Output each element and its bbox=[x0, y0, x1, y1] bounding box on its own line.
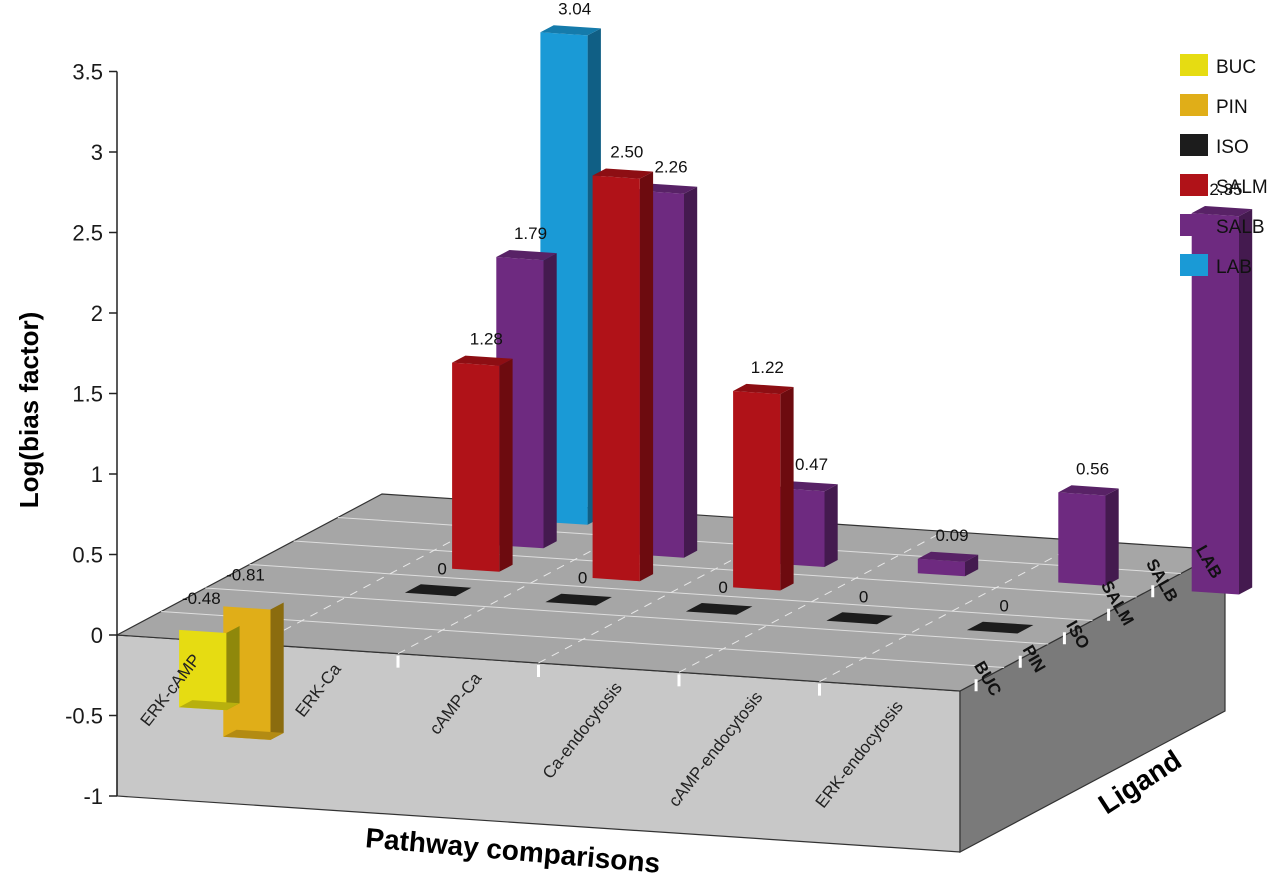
bar-front bbox=[179, 629, 227, 711]
floor-gridline-dashed bbox=[397, 512, 664, 655]
y-tick-label: 2.5 bbox=[72, 221, 103, 246]
bar-front bbox=[733, 391, 781, 591]
bar-top bbox=[1058, 485, 1119, 496]
chart-bars bbox=[179, 25, 1253, 740]
y-axis-title: Log(bias factor) bbox=[14, 312, 44, 508]
floor-gridline-dashed bbox=[819, 540, 1085, 683]
bar-side bbox=[543, 253, 557, 549]
y-tick-label: 0.5 bbox=[72, 543, 103, 568]
legend-label: SALM bbox=[1216, 177, 1268, 198]
bar-top bbox=[179, 700, 240, 711]
bar-side bbox=[1239, 209, 1253, 595]
bar-zero-marker bbox=[826, 612, 893, 625]
bar-side bbox=[226, 626, 240, 711]
y-tick-label: 3 bbox=[91, 140, 103, 165]
bar-buc bbox=[179, 626, 240, 711]
bar-iso bbox=[404, 584, 472, 597]
bar-iso bbox=[685, 603, 753, 615]
bar-side bbox=[780, 387, 794, 591]
bar-top bbox=[733, 383, 794, 395]
bar-top bbox=[1191, 206, 1253, 217]
legend-swatch bbox=[1180, 94, 1208, 116]
bar-value-label: 1.79 bbox=[514, 224, 547, 243]
bar-iso bbox=[966, 621, 1034, 634]
y-tick-label: -1 bbox=[83, 784, 103, 809]
y-tick-label: 2 bbox=[91, 301, 103, 326]
legend-swatch bbox=[1180, 254, 1208, 276]
bar-salb bbox=[917, 551, 979, 577]
bar-zero-marker bbox=[545, 593, 612, 606]
bar-side bbox=[1105, 488, 1119, 586]
floor-gridline bbox=[205, 587, 1049, 645]
bar-value-label: -0.48 bbox=[182, 589, 221, 608]
bar-salm bbox=[592, 168, 654, 582]
legend-label: LAB bbox=[1216, 257, 1252, 278]
bar-top bbox=[496, 250, 557, 261]
bar-value-label: -0.81 bbox=[226, 565, 265, 584]
legend-label: PIN bbox=[1216, 97, 1248, 118]
bar-side bbox=[270, 602, 284, 740]
bar-salb bbox=[1058, 485, 1119, 586]
bar-iso bbox=[826, 612, 893, 625]
bar-value-label: 1.22 bbox=[751, 358, 784, 377]
bar-value-label: 3.04 bbox=[558, 0, 591, 18]
bar-salm bbox=[452, 355, 513, 572]
x-axis-title: Pathway comparisons bbox=[364, 822, 661, 879]
bar-side bbox=[499, 358, 513, 572]
y-tick-label: 1 bbox=[91, 462, 103, 487]
bar-value-label: 0.56 bbox=[1076, 459, 1109, 478]
bar-side bbox=[824, 484, 838, 567]
legend-label: ISO bbox=[1216, 137, 1249, 158]
legend-label: SALB bbox=[1216, 217, 1265, 238]
bar-value-label: 2.26 bbox=[654, 158, 687, 177]
bar-side bbox=[639, 171, 654, 582]
y-tick-label: 1.5 bbox=[72, 382, 103, 407]
bar-top bbox=[452, 355, 513, 366]
bar-value-label: 0 bbox=[718, 578, 727, 597]
bar-side bbox=[684, 186, 698, 558]
legend: BUC PIN ISO SALM SALB LAB bbox=[1180, 54, 1268, 278]
bar-front bbox=[452, 362, 500, 572]
bar-zero-marker bbox=[685, 603, 753, 615]
bar-value-label: 1.28 bbox=[470, 330, 503, 349]
bar-value-label: 0 bbox=[437, 559, 446, 578]
floor-gridline-dashed bbox=[257, 502, 523, 645]
bar-front bbox=[1191, 213, 1239, 595]
bar-side bbox=[965, 554, 979, 577]
legend-swatch bbox=[1180, 214, 1208, 236]
legend-label: BUC bbox=[1216, 57, 1256, 78]
bar-value-label: 0.09 bbox=[935, 526, 968, 545]
bar-front bbox=[592, 175, 640, 582]
bar-zero-marker bbox=[966, 621, 1034, 634]
floor-gridline-dashed bbox=[678, 530, 945, 673]
y-axis: 3.5 3 2.5 2 1.5 1 0.5 0 -0.5 -1 bbox=[65, 60, 118, 809]
y-tick-label: 3.5 bbox=[72, 60, 103, 85]
y-tick-label: -0.5 bbox=[65, 704, 103, 729]
bar-salb bbox=[1191, 206, 1253, 595]
bar-top bbox=[223, 729, 284, 740]
y-tick-label: 0 bbox=[91, 623, 103, 648]
bar-front bbox=[917, 558, 965, 577]
floor-gridline-dashed bbox=[538, 521, 804, 664]
bar-iso bbox=[545, 593, 612, 606]
bar-value-label: 0.47 bbox=[795, 455, 828, 474]
bar-zero-marker bbox=[404, 584, 472, 597]
bar-top bbox=[917, 551, 979, 562]
bar-value-label: 2.35 bbox=[1209, 180, 1242, 199]
bar-value-label: 2.50 bbox=[610, 143, 643, 162]
legend-swatch bbox=[1180, 54, 1208, 76]
bar-value-label: 0 bbox=[578, 569, 587, 588]
bar-value-label: 0 bbox=[999, 597, 1008, 616]
bar-salm bbox=[733, 383, 794, 591]
bar-top bbox=[540, 25, 601, 36]
bar-top bbox=[592, 168, 654, 179]
bar-value-label: 0 bbox=[859, 587, 868, 606]
bar-front bbox=[1058, 492, 1106, 586]
legend-swatch bbox=[1180, 174, 1208, 196]
legend-swatch bbox=[1180, 134, 1208, 156]
